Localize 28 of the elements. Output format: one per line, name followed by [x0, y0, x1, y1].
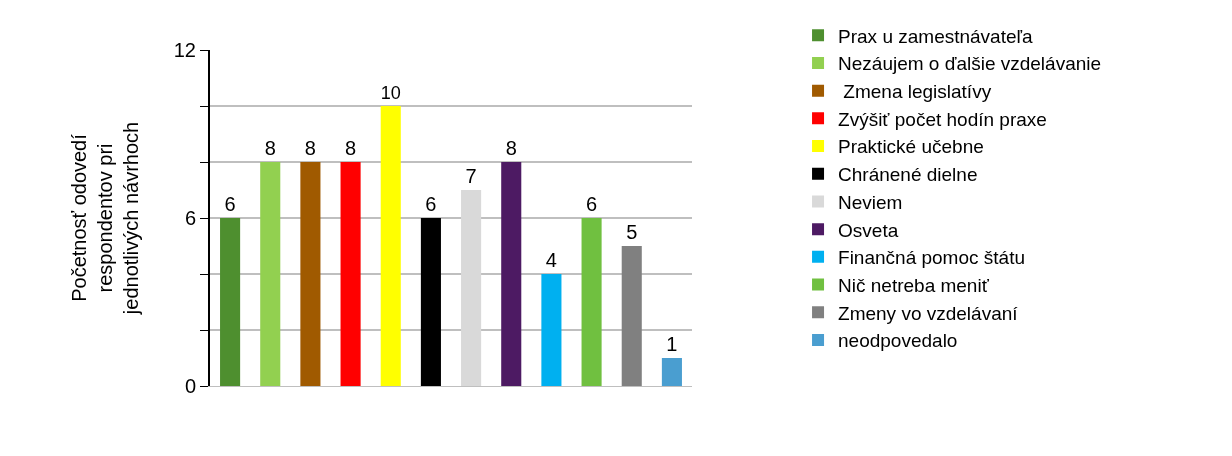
legend-label: Neviem [838, 191, 903, 213]
legend-label: Osveta [838, 219, 899, 241]
data-label: 6 [224, 193, 236, 215]
data-label: 7 [465, 165, 477, 187]
y-tick-label: 6 [184, 207, 196, 229]
legend-label: Zmeny vo vzdelávaní [838, 302, 1019, 324]
data-label: 8 [264, 137, 276, 159]
y-tick-label: 12 [173, 39, 196, 61]
data-label: 8 [304, 137, 316, 159]
legend-label: Nič netreba meniť [838, 274, 990, 296]
legend-label: Nezáujem o ďalšie vzdelávanie [838, 53, 1102, 75]
data-label: 6 [425, 193, 437, 215]
legend-label: Zvýšiť počet hodín praxe [838, 108, 1047, 130]
data-label: 4 [545, 249, 557, 271]
data-label: 8 [505, 137, 517, 159]
data-label: 1 [666, 333, 678, 355]
legend-label: Chránené dielne [838, 164, 978, 186]
y-tick-label: 0 [184, 375, 196, 397]
legend-label: Praktické učebne [838, 136, 984, 158]
legend-label: Zmena legislatívy [838, 81, 992, 103]
data-label: 8 [345, 137, 357, 159]
data-label: 5 [626, 221, 638, 243]
legend-label: Finančná pomoc štátu [838, 247, 1025, 269]
data-label: 6 [586, 193, 598, 215]
legend-label: neodpovedalo [838, 330, 958, 352]
y-axis-title: Početnosť odovedí respondentov pri jednotlivých návrhoch [67, 121, 142, 316]
legend-label: Prax u zamestnávateľa [838, 25, 1034, 47]
data-label: 10 [380, 83, 401, 104]
